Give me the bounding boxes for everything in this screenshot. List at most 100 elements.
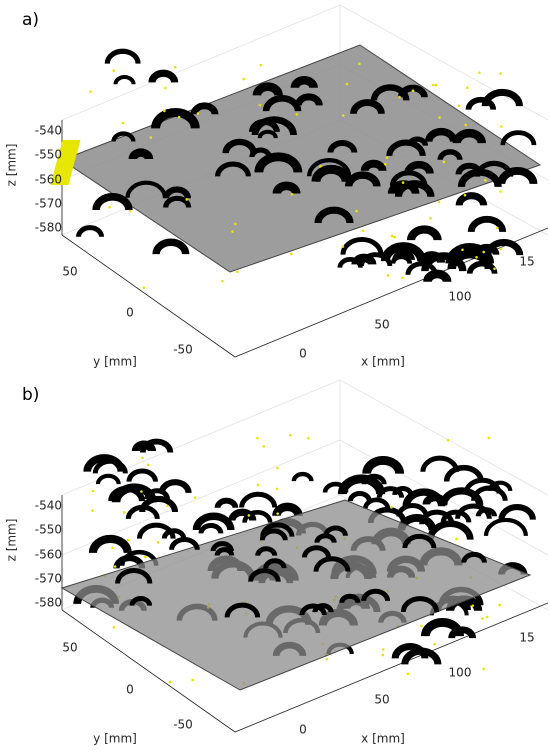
reference-plane — [60, 499, 532, 691]
panel-label: b) — [22, 385, 39, 405]
x-tick-label: 15 — [519, 255, 534, 269]
yellow-point — [419, 624, 423, 628]
yellow-point — [142, 286, 146, 289]
yellow-point — [386, 274, 390, 277]
yellow-point — [455, 537, 458, 541]
point-cloud-blob — [262, 95, 302, 112]
point-cloud-blob — [339, 593, 361, 604]
point-cloud-blob — [347, 491, 372, 502]
point-cloud-blob — [452, 128, 487, 144]
point-cloud-blob — [315, 168, 347, 183]
point-cloud-blob — [139, 438, 174, 453]
yellow-point — [156, 541, 160, 544]
point-cloud-blob — [263, 558, 287, 569]
point-cloud-blob — [125, 504, 160, 520]
y-tick-label: 50 — [62, 265, 77, 279]
point-cloud-blob — [290, 75, 318, 89]
yellow-point — [191, 678, 194, 682]
yellow-point — [234, 222, 237, 226]
point-cloud-blob — [239, 491, 278, 508]
point-cloud-blob — [76, 225, 105, 238]
x-tick-label: 0 — [299, 723, 307, 737]
y-tick-label: 50 — [62, 641, 77, 655]
yellow-point — [121, 121, 125, 125]
yellow-point — [401, 181, 405, 184]
point-cloud-blob — [439, 487, 484, 506]
point-cloud-blob — [466, 260, 498, 274]
point-cloud-blob — [396, 503, 429, 517]
point-cloud-blob — [163, 195, 192, 208]
yellow-point — [355, 209, 358, 213]
point-cloud-blob — [437, 149, 463, 161]
point-cloud-blob — [252, 82, 283, 96]
yellow-point — [457, 104, 461, 107]
yellow-point — [108, 205, 111, 209]
yellow-point — [276, 466, 279, 470]
yellow-point — [406, 672, 410, 676]
yellow-point — [262, 445, 266, 448]
point-cloud-blob — [92, 193, 133, 211]
yellow-point — [381, 648, 385, 651]
point-cloud-blob — [440, 509, 472, 523]
point-cloud-blob — [144, 488, 170, 500]
yellow-point — [385, 156, 389, 159]
point-cloud-blob — [370, 84, 410, 101]
point-cloud-blob — [312, 603, 334, 613]
yellow-point — [433, 642, 436, 646]
yellow-point — [464, 123, 467, 127]
yellow-point — [275, 487, 279, 491]
yellow-point — [113, 565, 117, 568]
yellow-point — [89, 90, 92, 93]
yellow-point — [111, 546, 114, 550]
point-cloud-blob — [402, 488, 446, 507]
point-cloud-blob — [255, 546, 278, 557]
point-cloud-blob — [386, 139, 426, 157]
yellow-point — [193, 496, 197, 499]
yellow-point — [345, 82, 349, 86]
point-cloud-blob — [215, 161, 251, 177]
z-tick-label: -540 — [35, 124, 62, 138]
point-cloud-blob — [463, 477, 502, 494]
yellow-point — [438, 116, 441, 119]
point-cloud-blob — [361, 473, 387, 485]
yellow-point — [112, 626, 116, 629]
point-cloud-blob — [350, 99, 385, 115]
yellow-point — [432, 83, 435, 87]
point-cloud-blob — [161, 528, 187, 539]
y-tick-label: 0 — [126, 683, 134, 697]
yellow-point — [126, 538, 130, 542]
panel: b) -540 -550 -560 -570 -580 z [mm] 50 0 -50 y [mm]… — [5, 379, 549, 746]
yellow-point — [276, 512, 279, 515]
yellow-point — [434, 83, 438, 87]
yellow-point — [390, 234, 394, 238]
point-cloud-blob — [88, 534, 132, 554]
yellow-cluster — [50, 140, 81, 185]
point-cloud-blob — [169, 536, 200, 551]
z-tick-label: -550 — [35, 148, 62, 162]
yellow-point — [185, 198, 188, 201]
point-cloud-blob — [214, 547, 235, 556]
y-axis-label: y [mm] — [93, 355, 137, 369]
reference-plane — [60, 44, 542, 273]
yellow-point — [146, 463, 150, 467]
yellow-point — [128, 209, 132, 213]
panel-label: a) — [22, 10, 39, 30]
yellow-point — [465, 86, 469, 90]
yellow-point — [401, 276, 404, 280]
point-cloud-blob — [467, 215, 507, 233]
point-cloud-blob — [424, 127, 458, 143]
yellow-point — [256, 436, 259, 440]
point-cloud-blob — [483, 517, 528, 537]
yellow-point — [381, 653, 385, 657]
z-tick-label: -570 — [35, 197, 62, 211]
yellow-point — [390, 506, 393, 509]
yellow-point — [383, 162, 387, 166]
yellow-point — [168, 680, 172, 684]
yellow-point — [91, 509, 94, 512]
grid-line — [61, 4, 341, 121]
point-cloud-blob — [314, 206, 354, 224]
yellow-point — [91, 489, 95, 493]
z-tick-label: -580 — [35, 596, 62, 610]
point-cloud-blob — [126, 468, 158, 482]
point-cloud-blob — [344, 171, 381, 187]
